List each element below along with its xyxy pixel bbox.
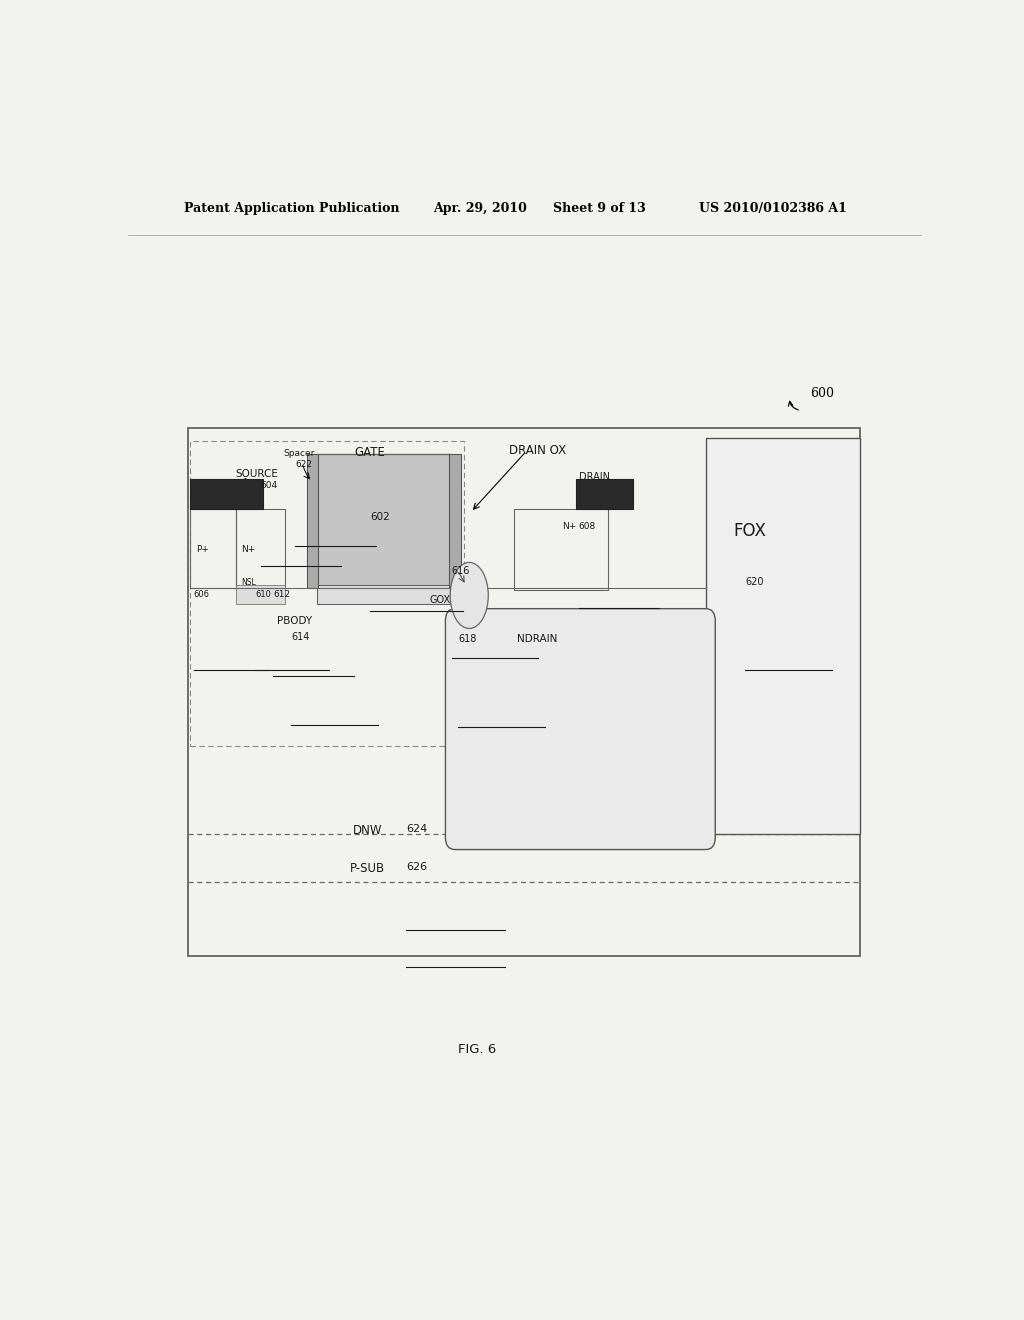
Text: Patent Application Publication: Patent Application Publication [183,202,399,215]
Text: 618: 618 [458,634,476,644]
Text: N+: N+ [562,523,577,531]
Text: 624: 624 [406,824,427,834]
Text: FIG. 6: FIG. 6 [458,1043,497,1056]
Text: 600: 600 [811,387,835,400]
Bar [450,454,461,589]
Text: NDRAIN: NDRAIN [517,634,557,644]
Text: DNW: DNW [352,824,382,837]
Text: 622: 622 [296,461,312,470]
Text: 608: 608 [579,523,596,531]
Text: US 2010/0102386 A1: US 2010/0102386 A1 [699,202,847,215]
Text: 606: 606 [194,590,210,599]
Text: 612: 612 [273,590,291,599]
Text: SOURCE: SOURCE [236,470,278,479]
Bar [236,585,285,603]
Bar [514,510,608,590]
Text: PBODY: PBODY [278,615,312,626]
Text: 616: 616 [452,566,470,576]
Bar [189,441,464,746]
Text: Spacer: Spacer [284,449,315,458]
Text: P+: P+ [197,545,209,553]
Text: 604: 604 [260,480,278,490]
Text: 626: 626 [406,862,427,871]
Text: Apr. 29, 2010: Apr. 29, 2010 [433,202,527,215]
Bar [306,454,317,589]
Bar [236,510,285,589]
FancyBboxPatch shape [445,609,715,850]
Text: N+: N+ [242,545,256,553]
Text: GATE: GATE [354,446,385,459]
Bar [189,479,263,510]
Text: 620: 620 [745,577,764,587]
Text: P-SUB: P-SUB [350,862,385,875]
Text: 614: 614 [292,632,310,642]
Text: GOX: GOX [430,595,451,606]
Bar [189,510,236,589]
Bar [316,585,451,603]
Text: NSL: NSL [242,578,256,587]
Text: DRAIN: DRAIN [579,473,609,483]
Bar [575,479,633,510]
Text: FOX: FOX [733,523,766,540]
Bar [316,454,451,589]
Text: Sheet 9 of 13: Sheet 9 of 13 [553,202,645,215]
Bar [706,438,860,834]
Text: 610: 610 [255,590,271,599]
Ellipse shape [451,562,488,628]
FancyArrowPatch shape [788,401,799,409]
Bar [187,428,860,956]
Text: 602: 602 [370,512,390,523]
Text: DRAIN OX: DRAIN OX [509,444,566,457]
